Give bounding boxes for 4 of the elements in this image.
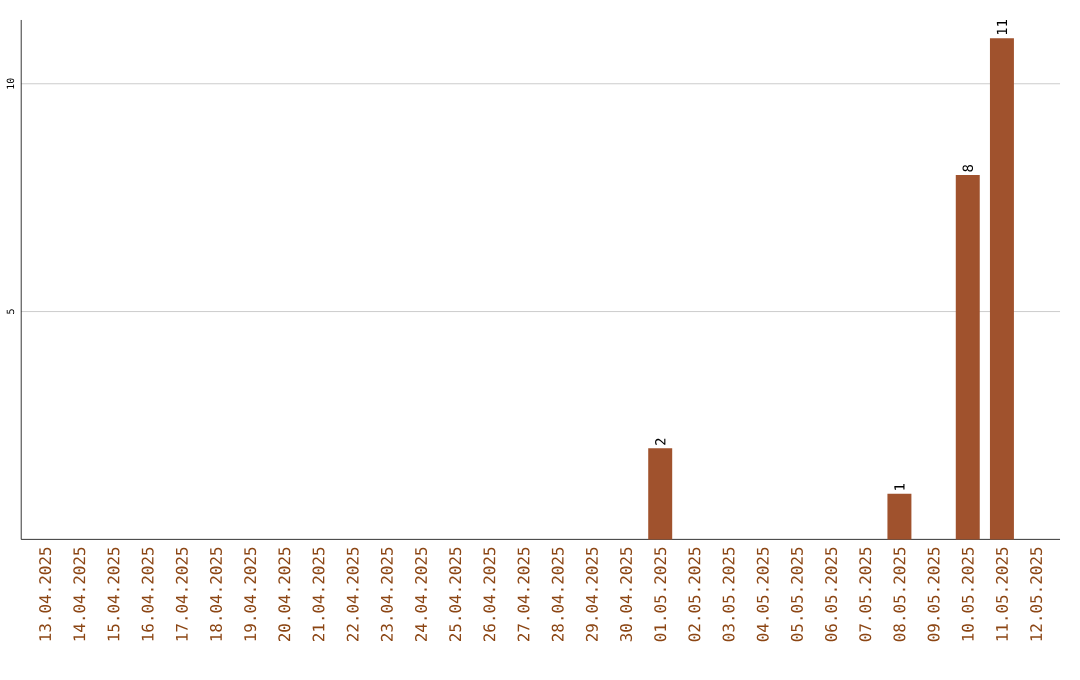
- bar: [989, 38, 1014, 540]
- bar: [648, 448, 673, 540]
- bar: [955, 175, 980, 540]
- bar: [887, 494, 912, 540]
